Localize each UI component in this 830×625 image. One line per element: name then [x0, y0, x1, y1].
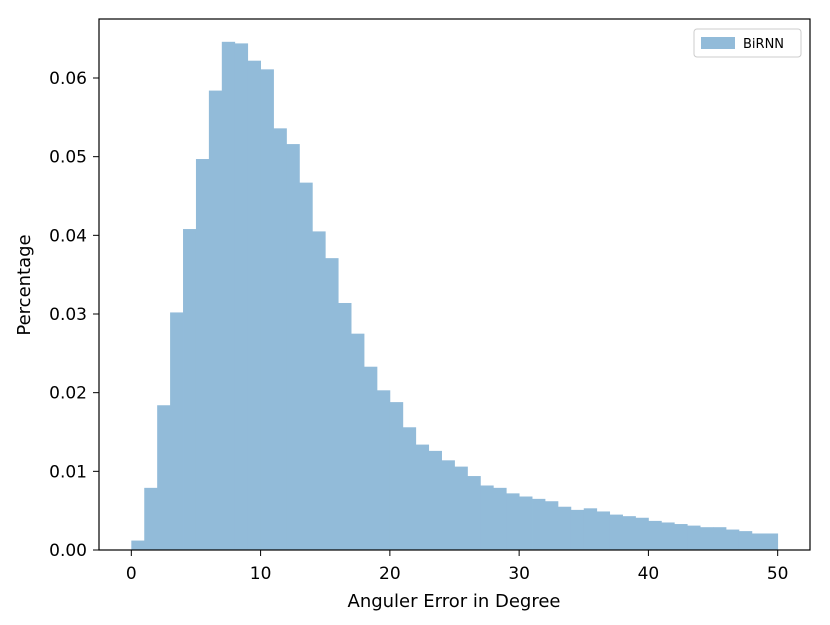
legend-label: BiRNN — [743, 37, 784, 52]
histogram-bar — [557, 506, 572, 550]
plot-frame — [98, 18, 811, 551]
histogram-bar — [506, 493, 520, 550]
histogram-bar — [583, 508, 598, 550]
histogram-bar — [351, 333, 365, 550]
histogram-bar — [609, 514, 623, 550]
histogram-bar — [273, 128, 287, 550]
y-axis-label: Percentage — [14, 234, 35, 335]
histogram-bar — [596, 511, 611, 550]
histogram-bar — [493, 487, 507, 550]
histogram-bar — [234, 43, 249, 550]
histogram-bar — [713, 527, 727, 550]
histogram-bar — [687, 525, 701, 550]
histogram-bar — [544, 501, 559, 550]
histogram-bar — [428, 450, 442, 550]
x-tick-label: 20 — [379, 564, 401, 584]
legend: BiRNN — [693, 28, 802, 58]
y-tick-label: 0.02 — [49, 384, 87, 404]
histogram-bar — [208, 90, 223, 550]
histogram-bar — [364, 366, 378, 550]
histogram-bar — [648, 520, 662, 550]
histogram-bar — [441, 460, 455, 550]
histogram-bar — [764, 533, 779, 550]
histogram-bar — [751, 533, 766, 550]
legend-swatch — [701, 37, 735, 49]
histogram-bar — [157, 405, 171, 550]
histogram-bar — [570, 509, 585, 550]
histogram-bar — [402, 427, 417, 550]
histogram-bars — [131, 41, 779, 551]
histogram-bar — [622, 516, 636, 550]
legend-box — [693, 28, 802, 58]
y-tick-label: 0.00 — [49, 541, 87, 561]
histogram-bar — [725, 529, 740, 550]
x-axis-ticks: 0 10 20 30 40 50 — [126, 550, 789, 584]
histogram-bar — [312, 231, 326, 550]
x-tick-label: 40 — [638, 564, 660, 584]
histogram-bar — [247, 60, 261, 550]
histogram-bar — [221, 41, 236, 551]
y-tick-label: 0.03 — [49, 305, 87, 325]
histogram-bar — [325, 258, 339, 550]
y-tick-label: 0.05 — [49, 148, 87, 168]
x-tick-label: 30 — [508, 564, 530, 584]
x-tick-label: 0 — [126, 564, 137, 584]
x-tick-label: 50 — [767, 564, 789, 584]
histogram-bar — [183, 229, 197, 551]
histogram-bar — [700, 527, 714, 550]
histogram-bar — [286, 144, 300, 550]
histogram-bar — [661, 522, 675, 550]
histogram-bar — [674, 524, 688, 550]
histogram-bar — [131, 540, 145, 550]
y-tick-label: 0.06 — [49, 69, 87, 89]
histogram-bar — [635, 517, 649, 550]
y-axis-ticks: 0.00 0.01 0.02 0.03 0.04 0.05 0.06 — [49, 69, 99, 561]
histogram-bar — [389, 402, 404, 550]
y-tick-label: 0.01 — [49, 462, 87, 482]
histogram-bar — [480, 485, 494, 550]
histogram-bar — [519, 496, 533, 550]
y-tick-label: 0.04 — [49, 226, 87, 246]
x-tick-label: 10 — [250, 564, 272, 584]
histogram-bar — [454, 466, 468, 550]
histogram-bar — [738, 531, 753, 550]
histogram-bar — [195, 159, 210, 550]
histogram-bar — [299, 182, 313, 550]
histogram-bar — [376, 390, 391, 550]
histogram-bar — [338, 302, 352, 550]
histogram-bar — [415, 444, 430, 550]
histogram-bar — [467, 476, 481, 550]
histogram-bar — [170, 312, 184, 550]
histogram-bar — [260, 69, 274, 550]
histogram-bar — [532, 498, 546, 550]
x-axis-label: Anguler Error in Degree — [348, 591, 561, 612]
histogram-bar — [144, 487, 158, 550]
